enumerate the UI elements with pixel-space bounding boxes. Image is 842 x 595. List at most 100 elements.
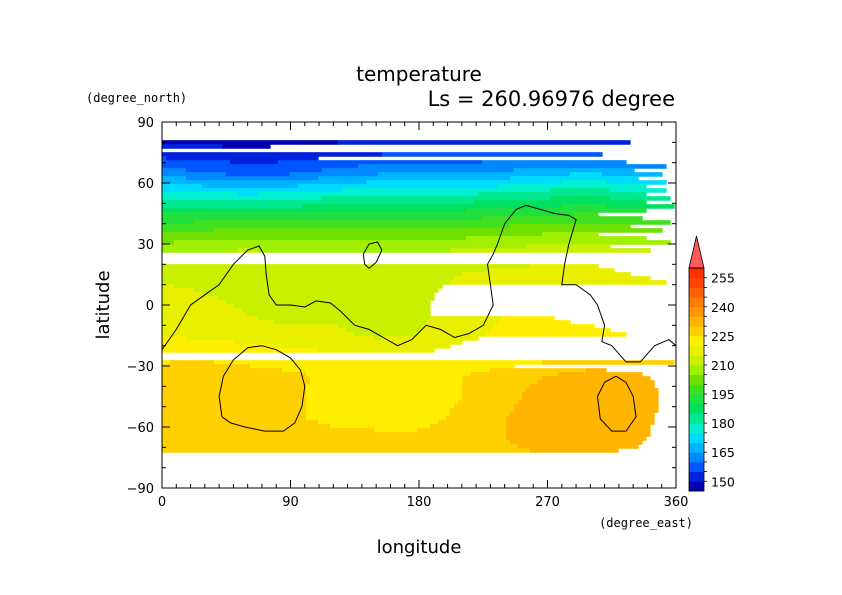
field-cell [422, 324, 495, 329]
field-row-58 [162, 364, 515, 369]
field-row-43 [162, 304, 431, 309]
colorbar-segment [689, 403, 704, 414]
field-cell [282, 368, 491, 373]
field-cell [162, 304, 235, 309]
field-cell [482, 160, 627, 165]
contour-line-1 [362, 241, 383, 269]
field-cell [162, 424, 331, 429]
field-cell [494, 324, 595, 329]
field-cell [382, 336, 479, 341]
field-row-33 [162, 264, 599, 269]
chart-subtitle: Ls = 260.96976 degree [428, 87, 675, 111]
field-cell [162, 384, 307, 389]
field-cell [162, 448, 531, 453]
field-cell [510, 224, 631, 229]
field-cell [162, 284, 175, 289]
field-cell [246, 312, 431, 317]
field-cell [418, 428, 507, 433]
field-row-19 [162, 208, 647, 213]
field-cell [162, 232, 543, 237]
field-cell [506, 436, 647, 441]
field-cell [306, 400, 459, 405]
field-row-49 [162, 328, 611, 333]
field-cell [162, 184, 203, 189]
x-tick-label: 360 [664, 495, 689, 510]
field-row-18 [162, 204, 675, 209]
contour-line-3 [597, 375, 637, 432]
field-cell [202, 292, 435, 297]
field-cell [218, 296, 435, 301]
field-cell [338, 324, 423, 329]
field-cell [542, 376, 651, 381]
field-cell [550, 196, 611, 201]
field-row-27 [162, 240, 671, 245]
colorbar-segment [689, 306, 704, 317]
field-cell [322, 168, 515, 173]
field-row-63 [162, 384, 655, 389]
field-cell [490, 328, 611, 333]
field-row-71 [162, 416, 655, 421]
field-cell [162, 200, 475, 205]
field-row-79 [162, 448, 619, 453]
chart-title: temperature [356, 62, 482, 86]
field-cell [162, 388, 307, 393]
field-cell [162, 428, 375, 433]
y-tick-label: −30 [127, 360, 154, 375]
field-row-70 [162, 412, 655, 417]
field-cell [162, 324, 339, 329]
field-row-38 [162, 284, 443, 289]
field-cell [162, 432, 507, 437]
field-row-39 [162, 288, 439, 293]
field-row-46 [162, 316, 555, 321]
field-cell [610, 188, 667, 193]
colorbar-segment [689, 287, 704, 298]
y-tick-label: 90 [137, 116, 154, 131]
field-row-7 [162, 160, 627, 165]
colorbar-label: 165 [711, 445, 735, 460]
field-cell [242, 308, 431, 313]
field-cell [430, 424, 507, 429]
field-row-40 [162, 292, 435, 297]
colorbar: 150 165 180 195 210 225 240 255 [688, 235, 735, 492]
field-row-28 [162, 244, 611, 249]
field-cell [194, 220, 671, 225]
field-cell [474, 200, 647, 205]
y-tick-label: −90 [127, 482, 154, 497]
field-cell [162, 188, 343, 193]
field-cell [162, 340, 235, 345]
field-cell [162, 144, 223, 149]
field-cell [366, 180, 563, 185]
field-cell [162, 348, 319, 353]
y-tick-label: 30 [137, 238, 154, 253]
field-cell [310, 380, 463, 385]
field-cell [306, 408, 451, 413]
field-row-26 [162, 236, 647, 241]
field-cell [162, 328, 347, 333]
field-cell [162, 192, 239, 197]
field-cell [346, 328, 423, 333]
field-row-64 [162, 388, 659, 393]
field-row-42 [162, 300, 431, 305]
y-axis-title: latitude [93, 270, 114, 339]
colorbar-segment [689, 461, 704, 473]
field-cell [310, 376, 463, 381]
field-cell [162, 140, 339, 145]
field-cell [450, 412, 511, 417]
field-cell [542, 232, 599, 237]
field-cell [162, 404, 307, 409]
field-cell [330, 424, 431, 429]
field-cell [162, 196, 323, 201]
field-cell [186, 336, 375, 341]
field-row-3 [162, 144, 271, 149]
field-cell [274, 320, 427, 325]
field-row-73 [162, 424, 651, 429]
field-cell [278, 160, 483, 165]
field-cell [162, 164, 359, 169]
field-row-25 [162, 232, 599, 237]
field-cell [186, 176, 319, 181]
field-cell [422, 328, 491, 333]
contour-line-2 [218, 345, 306, 432]
field-cell [518, 400, 659, 405]
field-row-48 [162, 324, 595, 329]
field-cell [574, 212, 599, 217]
